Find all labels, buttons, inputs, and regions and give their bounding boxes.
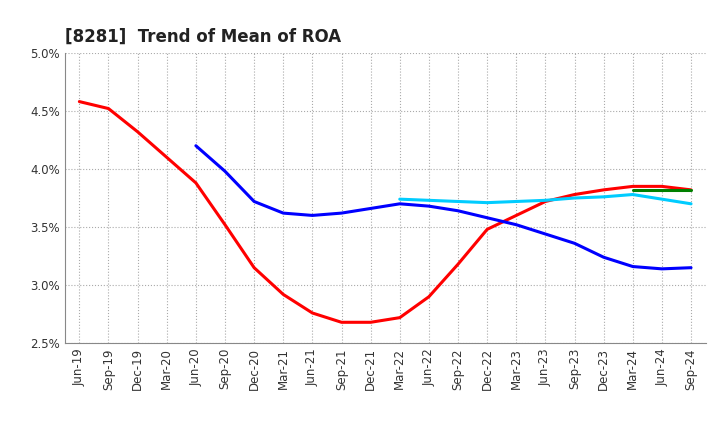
5 Years [599, 255, 608, 260]
7 Years [395, 197, 404, 202]
7 Years [629, 192, 637, 197]
5 Years [454, 208, 462, 213]
5 Years [512, 222, 521, 227]
7 Years [483, 200, 492, 205]
7 Years [454, 199, 462, 204]
10 Years [687, 187, 696, 193]
3 Years [483, 227, 492, 232]
5 Years [279, 210, 287, 216]
5 Years [308, 213, 317, 218]
7 Years [425, 198, 433, 203]
3 Years [366, 319, 375, 325]
7 Years [657, 197, 666, 202]
5 Years [250, 199, 258, 204]
5 Years [395, 201, 404, 206]
5 Years [192, 143, 200, 148]
3 Years [250, 265, 258, 270]
3 Years [541, 199, 550, 204]
Line: 3 Years: 3 Years [79, 102, 691, 322]
7 Years [512, 199, 521, 204]
5 Years [629, 264, 637, 269]
7 Years [570, 195, 579, 201]
3 Years [308, 310, 317, 315]
5 Years [483, 215, 492, 220]
10 Years [629, 187, 637, 193]
5 Years [570, 241, 579, 246]
5 Years [687, 265, 696, 270]
Line: 7 Years: 7 Years [400, 194, 691, 204]
7 Years [599, 194, 608, 199]
3 Years [570, 192, 579, 197]
3 Years [279, 292, 287, 297]
5 Years [425, 203, 433, 209]
3 Years [454, 261, 462, 267]
3 Years [104, 106, 113, 111]
7 Years [687, 201, 696, 206]
Line: 5 Years: 5 Years [196, 146, 691, 269]
10 Years [657, 187, 666, 193]
3 Years [599, 187, 608, 193]
5 Years [541, 231, 550, 237]
3 Years [337, 319, 346, 325]
5 Years [366, 206, 375, 211]
3 Years [512, 213, 521, 218]
3 Years [163, 155, 171, 160]
3 Years [687, 187, 696, 193]
3 Years [395, 315, 404, 320]
5 Years [657, 266, 666, 271]
7 Years [541, 198, 550, 203]
3 Years [133, 129, 142, 135]
3 Years [425, 294, 433, 299]
5 Years [220, 169, 229, 174]
3 Years [629, 184, 637, 189]
3 Years [75, 99, 84, 104]
3 Years [657, 184, 666, 189]
3 Years [192, 180, 200, 186]
3 Years [220, 222, 229, 227]
Text: [8281]  Trend of Mean of ROA: [8281] Trend of Mean of ROA [65, 28, 341, 46]
5 Years [337, 210, 346, 216]
